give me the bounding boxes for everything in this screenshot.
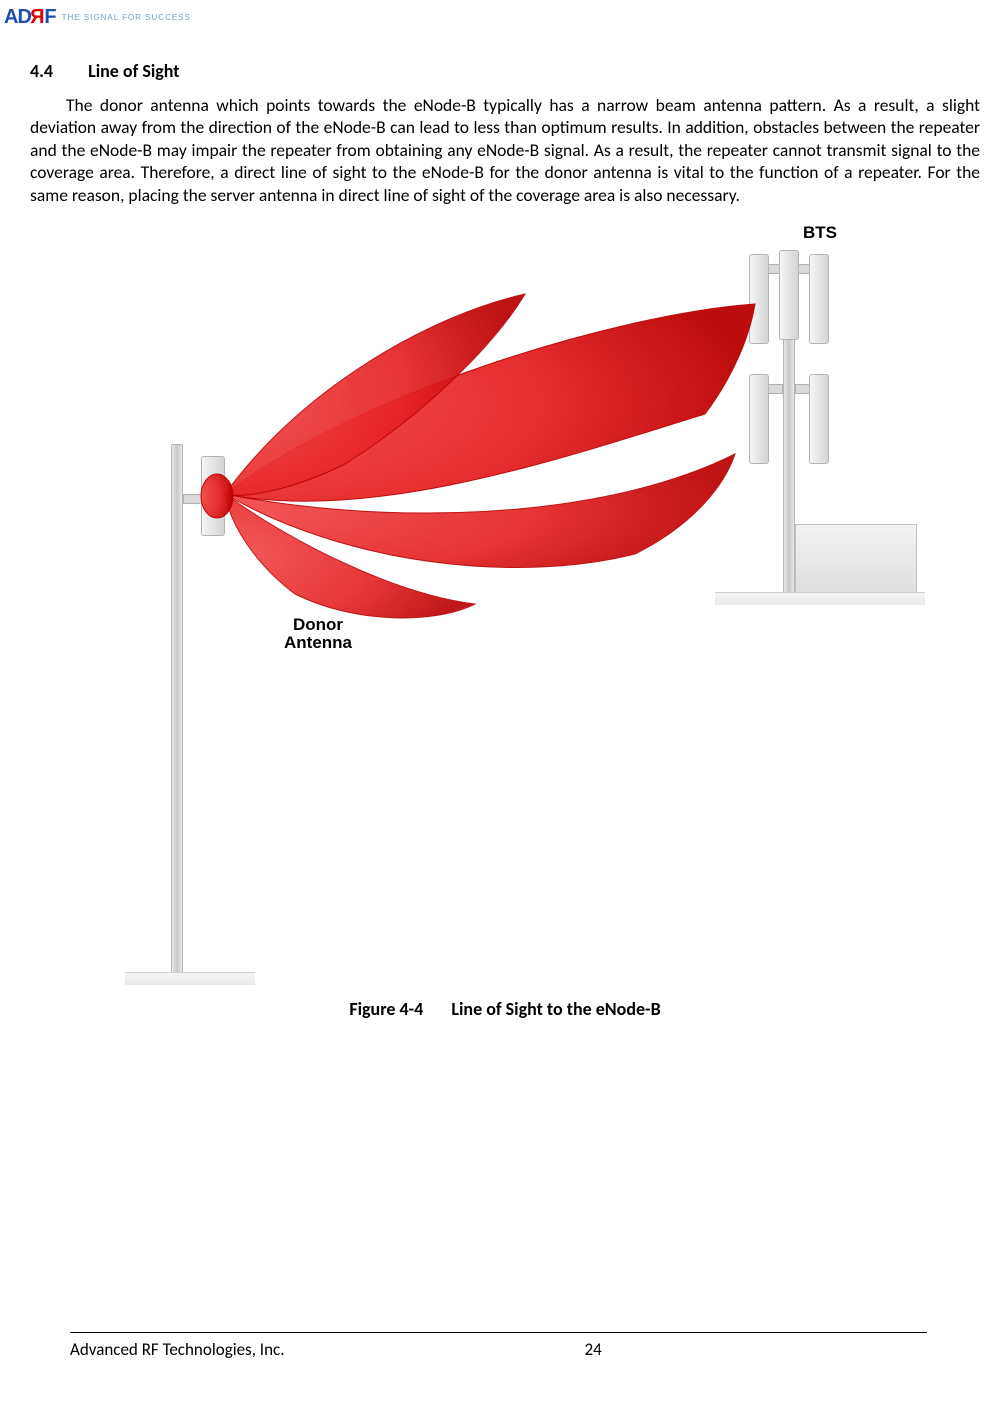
section-paragraph: The donor antenna which points towards t… — [30, 94, 980, 206]
logo-tagline: THE SIGNAL FOR SUCCESS — [62, 13, 191, 22]
logo-letter-r: R — [31, 6, 44, 29]
section-heading: 4.4 Line of Sight — [30, 60, 980, 82]
page-footer: Advanced RF Technologies, Inc. 24 — [70, 1332, 927, 1360]
header-logo: A D R F THE SIGNAL FOR SUCCESS — [4, 6, 191, 29]
footer-page-number: 24 — [584, 1339, 601, 1360]
figure-caption-number: Figure 4-4 — [349, 998, 423, 1020]
section-number: 4.4 — [30, 60, 84, 82]
footer-rule — [70, 1332, 927, 1333]
logo-letter-f: F — [44, 6, 55, 29]
figure-line-of-sight: BTS — [95, 224, 915, 984]
logo-letter-d: D — [17, 6, 30, 29]
figure-caption: Figure 4-4 Line of Sight to the eNode-B — [30, 998, 980, 1020]
donor-label-line1: Donor — [293, 615, 343, 634]
donor-label-line2: Antenna — [284, 633, 352, 652]
logo-mark: A D R F — [4, 6, 56, 29]
figure-caption-title: Line of Sight to the eNode-B — [451, 998, 660, 1020]
donor-antenna-label: Donor Antenna — [263, 616, 373, 652]
footer-company: Advanced RF Technologies, Inc. — [70, 1339, 284, 1360]
section-title: Line of Sight — [88, 60, 179, 82]
beam-back-lobe — [201, 474, 233, 518]
beam-pattern-svg — [95, 224, 915, 984]
logo-letter-a: A — [4, 6, 17, 29]
